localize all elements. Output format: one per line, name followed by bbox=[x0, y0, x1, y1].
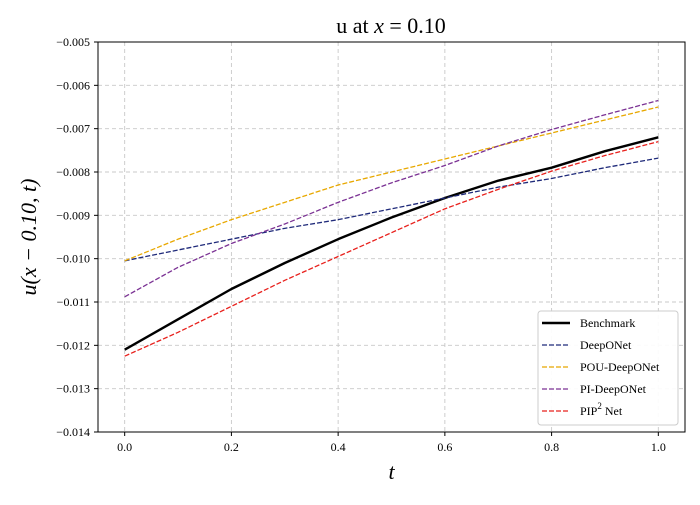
y-tick-label: −0.010 bbox=[56, 252, 90, 266]
series-line bbox=[124, 136, 659, 351]
plot-frame bbox=[97, 41, 686, 433]
y-axis-ticks: −0.014 −0.013 −0.012 −0.011 −0.010 −0.009 −0.0… bbox=[56, 35, 98, 439]
y-tick-label: −0.013 bbox=[56, 382, 90, 396]
x-tick-label: 0.2 bbox=[224, 440, 239, 454]
legend-label: PIP2 Net bbox=[580, 401, 623, 418]
legend-box bbox=[537, 310, 679, 426]
y-tick-label: −0.011 bbox=[57, 295, 90, 309]
x-tick-label: 0.0 bbox=[117, 440, 132, 454]
y-tick-label: −0.006 bbox=[56, 78, 90, 92]
y-tick-label: −0.009 bbox=[56, 208, 90, 222]
x-tick-label: 0.6 bbox=[437, 440, 452, 454]
legend-label-tail: Net bbox=[602, 404, 623, 418]
chart-title: u at x = 0.10 bbox=[336, 13, 446, 38]
y-tick-label: −0.014 bbox=[56, 425, 90, 439]
y-axis-label: u(x − 0.10, t) bbox=[16, 179, 41, 296]
x-tick-label: 0.8 bbox=[544, 440, 559, 454]
x-tick-label: 0.4 bbox=[331, 440, 346, 454]
legend: Benchmark DeepONet POU-DeepONet PI-DeepONet… bbox=[537, 310, 679, 426]
x-axis-ticks: 0.0 0.2 0.4 0.6 0.8 1.0 bbox=[117, 432, 666, 454]
legend-label: PI-DeepONet bbox=[580, 382, 647, 396]
series-line bbox=[124, 106, 659, 262]
legend-label-sup: 2 bbox=[597, 401, 602, 411]
x-axis-label: t bbox=[388, 459, 395, 484]
legend-label: POU-DeepONet bbox=[580, 360, 660, 374]
y-tick-label: −0.005 bbox=[56, 35, 90, 49]
chart-title-prefix: u at bbox=[336, 13, 374, 38]
chart-title-variable: x bbox=[373, 13, 384, 38]
y-tick-label: −0.008 bbox=[56, 165, 90, 179]
series-line bbox=[124, 157, 659, 262]
y-tick-label: −0.012 bbox=[56, 338, 90, 352]
series-line bbox=[124, 141, 659, 357]
legend-label: DeepONet bbox=[580, 338, 632, 352]
chart-title-suffix: = 0.10 bbox=[384, 13, 446, 38]
x-tick-label: 1.0 bbox=[651, 440, 666, 454]
legend-label: Benchmark bbox=[580, 316, 635, 330]
y-tick-label: −0.007 bbox=[56, 122, 90, 136]
series-line bbox=[124, 99, 659, 298]
legend-label-main: PIP bbox=[580, 404, 598, 418]
series-layer bbox=[124, 99, 659, 357]
